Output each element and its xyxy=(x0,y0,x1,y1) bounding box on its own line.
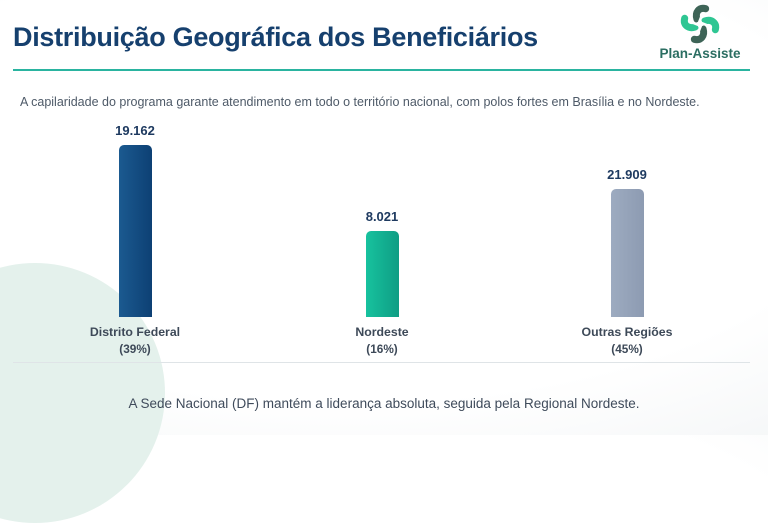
bar-category-label: Nordeste xyxy=(355,325,409,339)
bar-axis-labels: Distrito Federal (39%) xyxy=(35,317,235,356)
bar-group-nordeste: 8.021 Nordeste (16%) xyxy=(282,209,482,356)
footer-divider xyxy=(13,362,750,363)
plan-assiste-logo: Plan-Assiste xyxy=(650,3,750,61)
bar-value-label: 19.162 xyxy=(115,123,155,138)
bar-percent-label: (16%) xyxy=(366,342,398,356)
bar-outras-regioes xyxy=(610,189,644,317)
bar-nordeste xyxy=(365,231,399,317)
bar-group-distrito-federal: 19.162 Distrito Federal (39%) xyxy=(35,123,235,356)
bar-percent-label: (39%) xyxy=(119,342,151,356)
bar-axis-labels: Nordeste (16%) xyxy=(282,317,482,356)
chart-subtitle: A capilaridade do programa garante atend… xyxy=(20,95,700,109)
bar-axis-labels: Outras Regiões (45%) xyxy=(527,317,727,356)
bar-distrito-federal xyxy=(118,145,152,317)
title-underline xyxy=(13,69,750,71)
bar-group-outras-regioes: 21.909 Outras Regiões (45%) xyxy=(527,167,727,356)
bar-value-label: 8.021 xyxy=(365,209,399,224)
logo-brand-text: Plan-Assiste xyxy=(659,46,741,61)
bar-category-label: Outras Regiões xyxy=(581,325,673,339)
footer-conclusion-text: A Sede Nacional (DF) mantém a liderança … xyxy=(128,396,640,411)
bar-category-label: Distrito Federal xyxy=(89,325,181,339)
slide: Distribuição Geográfica dos Beneficiário… xyxy=(13,3,750,411)
bar-value-label: 21.909 xyxy=(607,167,647,182)
pinwheel-cross-icon xyxy=(677,3,723,45)
bar-percent-label: (45%) xyxy=(611,342,643,356)
page-title: Distribuição Geográfica dos Beneficiário… xyxy=(13,22,538,52)
